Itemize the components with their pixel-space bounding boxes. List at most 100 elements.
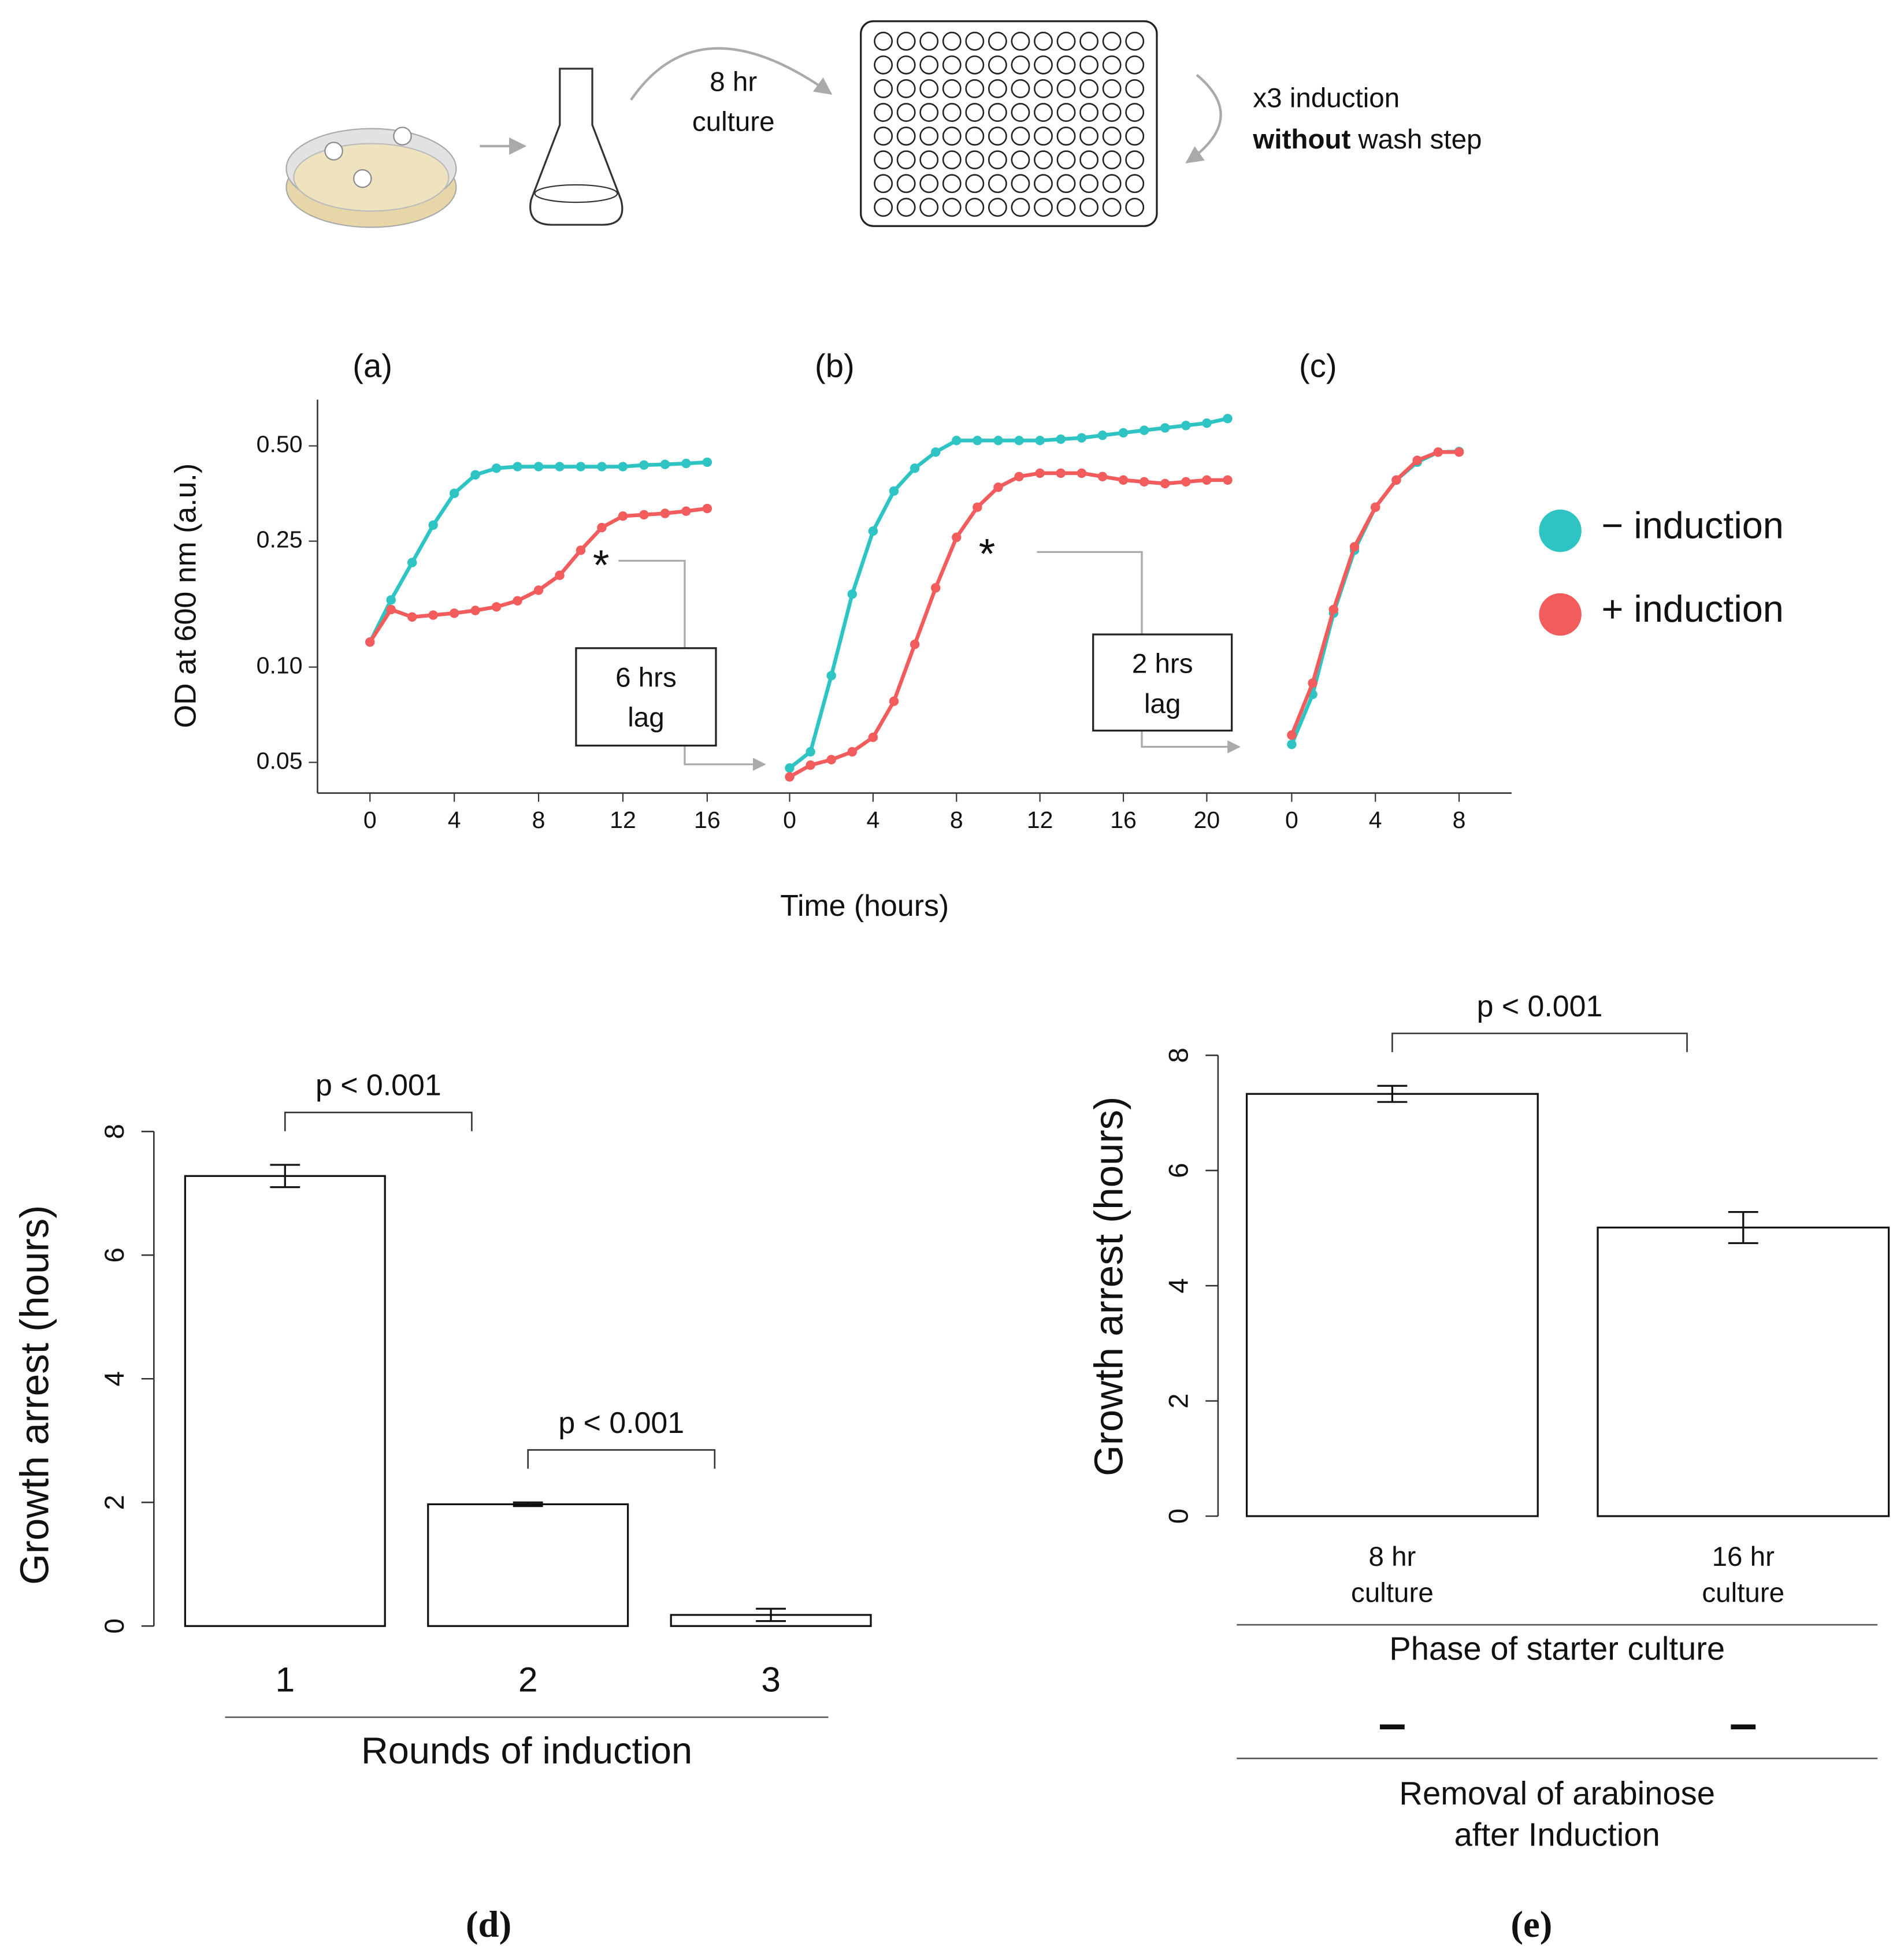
well bbox=[1079, 31, 1099, 51]
x-tick-label: 8 bbox=[1453, 807, 1466, 833]
data-point bbox=[1014, 471, 1024, 482]
data-point bbox=[660, 508, 670, 518]
y-tick-label: 8 bbox=[1164, 1048, 1194, 1063]
well bbox=[965, 127, 985, 146]
data-point bbox=[555, 462, 565, 471]
y-tick-label: 0 bbox=[99, 1618, 130, 1633]
well bbox=[1056, 31, 1076, 51]
bar bbox=[184, 1175, 386, 1627]
series-line bbox=[1290, 450, 1460, 745]
error-bar bbox=[513, 1501, 543, 1507]
y-axis-label: Growth arrest (hours) bbox=[1086, 1097, 1131, 1476]
data-point bbox=[889, 486, 899, 496]
x-tick-label: 16 hr bbox=[1712, 1542, 1775, 1572]
data-point bbox=[806, 760, 815, 770]
legend-label: + induction bbox=[1601, 588, 1783, 630]
data-point bbox=[1391, 475, 1401, 485]
data-point bbox=[660, 459, 670, 469]
data-point bbox=[785, 772, 795, 782]
well bbox=[965, 103, 985, 122]
well bbox=[965, 79, 985, 98]
well bbox=[1056, 150, 1076, 170]
well bbox=[988, 79, 1007, 98]
well bbox=[942, 198, 962, 217]
well bbox=[874, 79, 893, 98]
well bbox=[874, 127, 893, 146]
row-label: after Induction bbox=[1454, 1816, 1660, 1852]
data-point bbox=[1139, 477, 1149, 487]
well bbox=[1034, 127, 1053, 146]
well bbox=[874, 174, 893, 194]
x-tick-label: 3 bbox=[761, 1659, 781, 1699]
well bbox=[1102, 127, 1122, 146]
emphasis: without bbox=[1252, 124, 1350, 155]
x-tick-label: 0 bbox=[783, 807, 796, 833]
x-tick-label: 4 bbox=[1369, 807, 1382, 833]
well bbox=[1125, 127, 1145, 146]
data-point bbox=[618, 511, 628, 521]
well bbox=[1011, 150, 1030, 170]
data-point bbox=[1077, 468, 1087, 478]
y-tick-label: 8 bbox=[99, 1124, 130, 1139]
significance-bracket bbox=[527, 1449, 716, 1469]
data-point bbox=[930, 447, 941, 457]
legend-swatch bbox=[1539, 509, 1582, 552]
data-point bbox=[1181, 477, 1191, 487]
x-tick-label: 0 bbox=[363, 807, 377, 833]
data-point bbox=[847, 747, 858, 757]
well bbox=[1056, 127, 1076, 146]
well bbox=[896, 127, 916, 146]
well bbox=[988, 198, 1007, 217]
data-point bbox=[930, 583, 941, 593]
well bbox=[1034, 103, 1053, 122]
data-point bbox=[702, 457, 712, 467]
well bbox=[1056, 174, 1076, 194]
data-point bbox=[365, 637, 375, 647]
well bbox=[919, 198, 939, 217]
data-point bbox=[1328, 604, 1339, 615]
bar bbox=[427, 1503, 629, 1627]
significance-bracket bbox=[284, 1111, 473, 1131]
protocol-diagram: 8 hr culture x3 induction without wash st… bbox=[285, 20, 1482, 228]
well bbox=[1011, 31, 1030, 51]
well bbox=[1011, 103, 1030, 122]
flask bbox=[529, 68, 623, 226]
well bbox=[896, 174, 916, 194]
legend-label: − induction bbox=[1601, 504, 1783, 546]
step-label: culture bbox=[692, 107, 775, 138]
well bbox=[874, 103, 893, 122]
well bbox=[1011, 198, 1030, 217]
data-point bbox=[618, 462, 628, 471]
data-point bbox=[407, 558, 417, 567]
bar bbox=[1245, 1093, 1539, 1517]
x-tick-label: 2 bbox=[518, 1659, 538, 1699]
well bbox=[896, 55, 916, 75]
x-tick-label: 8 bbox=[950, 807, 963, 833]
data-point bbox=[1160, 478, 1170, 489]
x-axis-label: Phase of starter culture bbox=[1389, 1630, 1725, 1666]
row-value: – bbox=[1729, 1696, 1757, 1751]
well bbox=[942, 55, 962, 75]
colony bbox=[393, 127, 412, 146]
error-bar bbox=[270, 1164, 300, 1189]
data-point bbox=[1308, 678, 1317, 688]
well bbox=[1102, 55, 1122, 75]
y-tick-label: 4 bbox=[99, 1371, 130, 1386]
step-label: x3 induction bbox=[1253, 83, 1400, 113]
row-value: – bbox=[1378, 1696, 1406, 1751]
y-tick-label: 0.10 bbox=[257, 652, 303, 678]
data-point bbox=[1287, 730, 1297, 740]
step-label: 8 hr bbox=[710, 66, 757, 97]
charts: 0.05 0.10 0.25 0.50 OD at 600 nm (a.u.) Time … bbox=[12, 347, 1890, 1945]
y-tick-label: 6 bbox=[99, 1247, 130, 1262]
data-point bbox=[1035, 468, 1045, 478]
data-point bbox=[470, 606, 480, 615]
data-point bbox=[1349, 542, 1360, 552]
well bbox=[942, 150, 962, 170]
well bbox=[1056, 103, 1076, 122]
well bbox=[896, 31, 916, 51]
annotation-box bbox=[1092, 633, 1233, 732]
significance-label: p < 0.001 bbox=[1477, 989, 1603, 1023]
data-point bbox=[513, 462, 522, 471]
well bbox=[988, 31, 1007, 51]
